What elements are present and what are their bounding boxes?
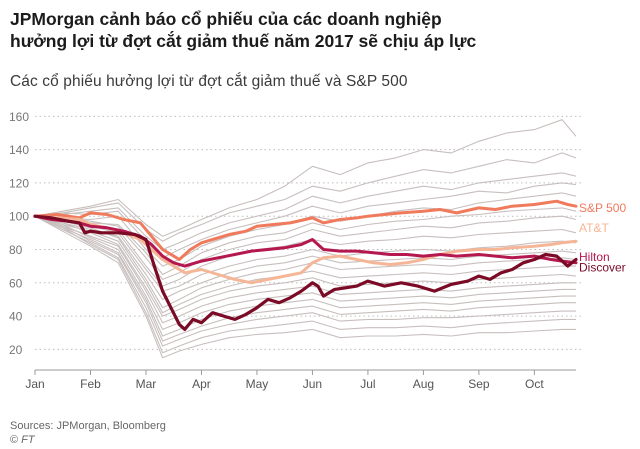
background-series-line-8 (34, 215, 577, 287)
series-label-s-p-500: S&P 500 (579, 201, 626, 215)
y-tick-label-80: 80 (9, 243, 23, 257)
x-tick-label-feb: Feb (80, 377, 101, 391)
x-tick-label-jan: Jan (25, 377, 44, 391)
y-tick-label-120: 120 (9, 176, 29, 190)
source-note: Sources: JPMorgan, Bloomberg (10, 420, 166, 432)
background-series-line-18 (34, 215, 576, 347)
title-line-2: hưởng lợi từ đợt cắt giảm thuế năm 2017 … (10, 31, 477, 51)
x-tick-label-aug: Aug (413, 377, 434, 391)
background-series-line-17 (34, 215, 576, 342)
y-tick-label-40: 40 (9, 310, 23, 324)
x-tick-label-oct: Oct (525, 377, 544, 391)
background-series-line-4 (34, 182, 577, 259)
x-tick-label-jun: Jun (303, 377, 322, 391)
series-label-discover: Discover (579, 260, 626, 274)
series-line-discover (33, 214, 578, 331)
background-series-line-19 (34, 215, 576, 354)
background-series-line-1 (34, 119, 577, 237)
chart-title: JPMorgan cảnh báo cổ phiếu của các doanh… (10, 8, 630, 52)
copyright-symbol: © (10, 434, 19, 446)
x-tick-label-mar: Mar (136, 377, 157, 391)
y-tick-label-160: 160 (9, 110, 29, 124)
background-series-line-11 (34, 215, 577, 309)
y-tick-label-20: 20 (9, 343, 23, 357)
y-tick-label-60: 60 (9, 276, 23, 290)
series-label-hilton: Hilton (579, 250, 610, 264)
y-tick-label-100: 100 (9, 210, 29, 224)
background-series-line-16 (34, 215, 576, 337)
x-tick-label-jul: Jul (360, 377, 375, 391)
background-series-line-2 (34, 152, 577, 242)
title-line-1: JPMorgan cảnh báo cổ phiếu của các doanh… (10, 9, 442, 29)
series-label-at-t: AT&T (579, 221, 609, 235)
background-series-line-14 (34, 215, 576, 324)
y-tick-label-140: 140 (9, 143, 29, 157)
background-series-line-7 (34, 215, 577, 280)
background-series-line-9 (34, 215, 577, 292)
credit-note: © FT (10, 434, 35, 446)
background-series-line-20 (34, 215, 576, 359)
series-line-s-p-500 (33, 199, 578, 261)
x-tick-label-apr: Apr (192, 377, 211, 391)
series-line-hilton (33, 214, 578, 268)
series-line-at-t (33, 214, 578, 285)
x-tick-label-sep: Sep (468, 377, 490, 391)
background-series-line-6 (34, 207, 577, 276)
x-tick-label-may: May (246, 377, 269, 391)
credit-text: FT (21, 434, 35, 446)
chart-subtitle: Các cổ phiếu hưởng lợi từ đợt cắt giảm t… (10, 73, 408, 90)
